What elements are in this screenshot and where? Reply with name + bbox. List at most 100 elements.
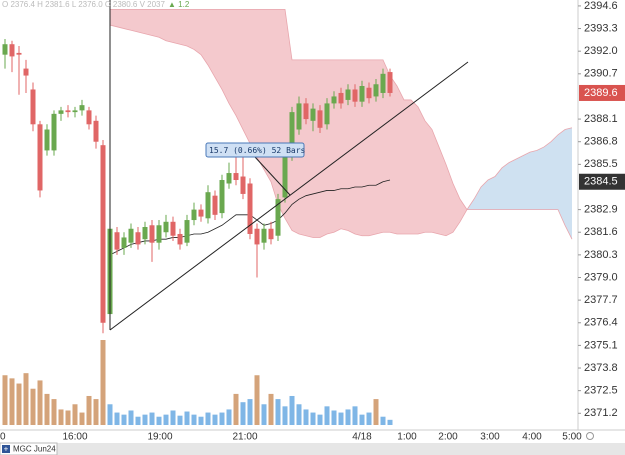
volume-bar xyxy=(184,411,190,425)
volume-bar xyxy=(261,404,267,425)
volume-bar xyxy=(79,412,85,425)
volume-bar xyxy=(128,410,134,425)
cloud-segment xyxy=(306,59,313,238)
cloud-segment xyxy=(383,59,390,233)
candle-body xyxy=(93,120,99,142)
symbol-tab-label[interactable]: MGC Jun24 xyxy=(13,445,56,454)
cloud-segment xyxy=(124,9,131,31)
cloud-segment xyxy=(348,59,355,234)
candle-body xyxy=(352,89,358,102)
candle-body xyxy=(121,237,127,248)
price-marker xyxy=(579,84,625,101)
candle-body xyxy=(331,96,337,104)
volume-bar xyxy=(65,410,71,425)
symbol-tab[interactable] xyxy=(0,442,58,455)
cloud-segment xyxy=(544,141,551,210)
cloud-segment xyxy=(558,129,565,226)
y-tick-label: 2372.5 xyxy=(584,385,618,397)
x-tick-label: 1:00 xyxy=(397,432,417,443)
volume-bar xyxy=(44,393,50,425)
cloud-segment xyxy=(369,59,376,236)
price-axis xyxy=(578,0,625,430)
cloud-span-a xyxy=(109,24,573,238)
candle-body xyxy=(30,89,36,125)
add-tab-plus: + xyxy=(4,445,9,454)
x-tick-label: 0 xyxy=(0,432,6,443)
volume-bar xyxy=(373,399,379,425)
candle-body xyxy=(303,103,309,120)
volume-bar xyxy=(282,406,288,425)
candle-body xyxy=(135,232,141,245)
volume-bar xyxy=(121,414,127,425)
y-tick-label: 2373.8 xyxy=(584,362,618,374)
cloud-segment xyxy=(180,9,187,46)
candle-body xyxy=(65,110,71,113)
volume-bar xyxy=(380,416,386,425)
cloud-segment xyxy=(390,75,397,234)
candle-body xyxy=(198,209,204,217)
add-tab-icon[interactable] xyxy=(2,445,10,453)
candle-body xyxy=(387,72,393,93)
candle-body xyxy=(79,105,85,111)
candle-body xyxy=(142,227,148,240)
candle-body xyxy=(310,108,316,121)
y-tick-label: 2385.5 xyxy=(584,158,618,170)
candle-body xyxy=(51,113,57,151)
cloud-segment xyxy=(320,59,327,238)
cloud-segment xyxy=(446,164,453,236)
volume-bar xyxy=(226,409,232,425)
candle-body xyxy=(184,220,190,243)
volume-bar xyxy=(100,340,106,425)
volume-bar xyxy=(58,409,64,425)
candle-body xyxy=(345,89,351,100)
cloud-segment xyxy=(173,9,180,45)
volume-bar xyxy=(331,410,337,425)
candle-body xyxy=(128,228,134,243)
cloud-segment xyxy=(166,9,173,43)
cloud-segment xyxy=(523,152,530,210)
candle-body xyxy=(86,110,92,125)
volume-bar xyxy=(198,416,204,425)
y-tick-label: 2377.7 xyxy=(584,294,618,306)
candle-body xyxy=(37,124,43,191)
settings-icon[interactable] xyxy=(586,432,594,440)
y-tick-label: 2376.4 xyxy=(584,317,618,329)
candle-body xyxy=(366,87,372,99)
change-header: ▲ 1.2 xyxy=(168,0,190,9)
y-tick-label: 2394.6 xyxy=(584,0,618,12)
volume-bar xyxy=(16,383,22,425)
cloud-segment xyxy=(439,146,446,236)
annotation-pointer xyxy=(254,156,291,196)
cloud-segment xyxy=(362,59,369,236)
x-tick-label: 5:00 xyxy=(562,432,582,443)
cloud-segment xyxy=(397,86,404,234)
price-marker-label: 2389.6 xyxy=(584,87,618,99)
x-tick-label: 4:00 xyxy=(522,432,542,443)
y-tick-label: 2390.7 xyxy=(584,68,618,80)
y-tick-label: 2393.3 xyxy=(584,22,618,34)
volume-bar xyxy=(72,404,78,425)
candle-body xyxy=(9,44,15,57)
cloud-segment xyxy=(117,9,124,29)
volume-bar xyxy=(177,415,183,425)
candle-body xyxy=(205,192,211,219)
candle-body xyxy=(156,225,162,243)
candle-body xyxy=(72,110,78,113)
cloud-segment xyxy=(376,59,383,234)
candle-body xyxy=(247,183,253,234)
volume-bar xyxy=(93,399,99,425)
candle-body xyxy=(191,209,197,221)
candle-body xyxy=(219,180,225,214)
candle-body xyxy=(16,52,22,55)
candle-body xyxy=(170,221,176,236)
candle-body xyxy=(163,221,169,233)
candle-body xyxy=(359,86,365,102)
candle-body xyxy=(254,228,260,245)
cloud-segment xyxy=(334,59,341,233)
x-tick-label: 19:00 xyxy=(147,432,172,443)
cloud-segment xyxy=(201,9,208,66)
cloud-segment xyxy=(411,99,418,234)
volume-bar xyxy=(212,414,218,425)
y-tick-label: 2386.8 xyxy=(584,136,618,148)
y-tick-label: 2392.0 xyxy=(584,45,618,57)
